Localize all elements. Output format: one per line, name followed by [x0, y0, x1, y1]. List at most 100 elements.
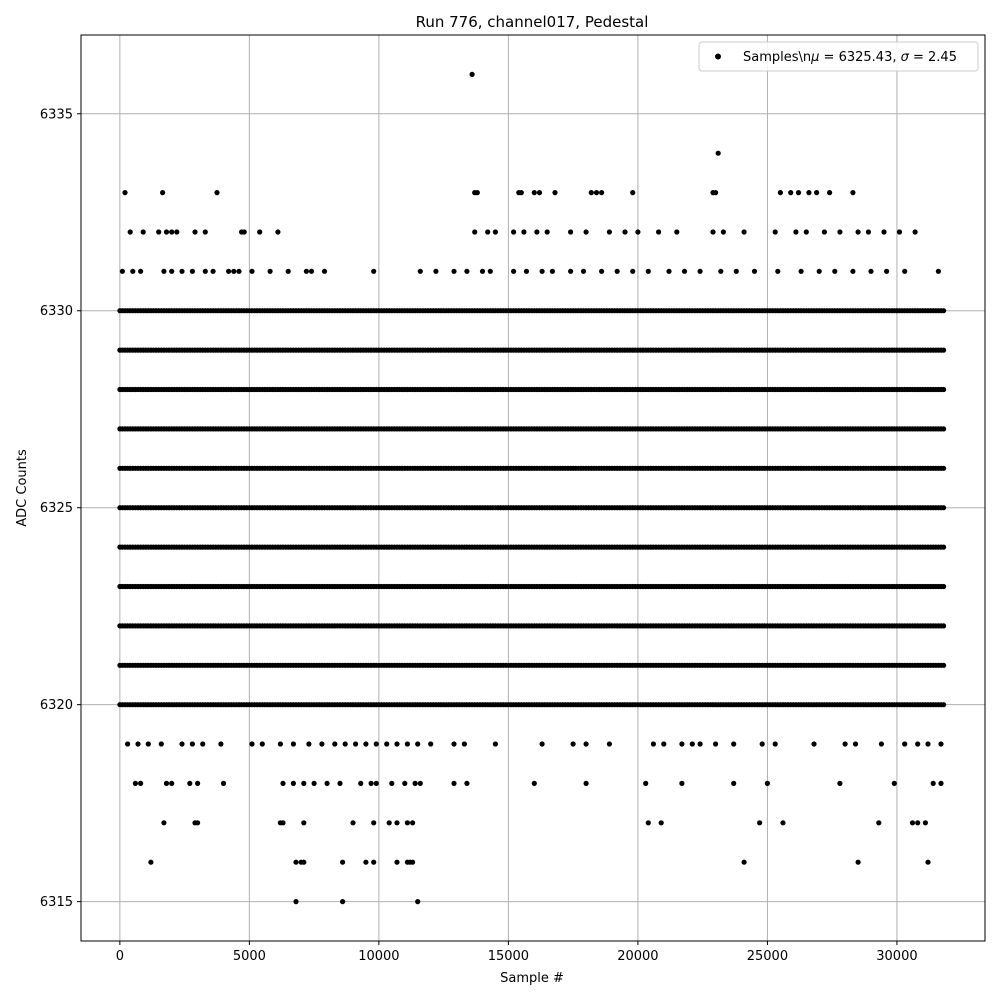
data-point	[912, 229, 918, 235]
data-point	[544, 229, 550, 235]
data-point	[780, 820, 786, 826]
data-point	[731, 780, 737, 787]
chart-title: Run 776, channel017, Pedestal	[416, 13, 649, 31]
data-point	[127, 229, 133, 235]
data-level-row	[117, 308, 947, 314]
data-point	[679, 780, 685, 787]
legend-marker	[715, 53, 721, 60]
data-point	[389, 780, 395, 787]
data-point	[568, 229, 574, 235]
data-point	[189, 741, 195, 747]
data-point	[342, 741, 348, 747]
data-point	[218, 741, 224, 747]
data-point	[896, 229, 903, 235]
data-point	[384, 741, 390, 747]
data-point	[138, 780, 144, 787]
data-point	[479, 268, 486, 274]
data-point	[451, 268, 457, 274]
data-point	[492, 741, 498, 747]
y-tick-label: 6325	[40, 501, 73, 516]
data-point	[718, 268, 724, 274]
y-axis-title: ADC Counts	[15, 449, 30, 527]
x-tick-label: 25000	[747, 949, 788, 964]
data-point	[772, 229, 778, 235]
data-point	[402, 780, 408, 787]
data-point	[125, 741, 131, 747]
data-point	[656, 229, 662, 235]
data-point	[259, 741, 265, 747]
data-point	[941, 662, 947, 668]
data-point	[319, 741, 325, 747]
data-point	[386, 820, 392, 826]
data-point	[941, 505, 947, 511]
data-point	[417, 268, 423, 274]
data-point	[915, 741, 921, 747]
data-point	[241, 229, 247, 235]
data-point	[138, 268, 144, 274]
data-point	[275, 229, 281, 235]
data-level-row	[117, 465, 947, 471]
data-point	[902, 268, 908, 274]
data-point	[303, 268, 309, 274]
data-point	[410, 820, 416, 826]
data-point	[865, 229, 872, 235]
data-point	[293, 859, 299, 865]
data-point	[249, 268, 255, 274]
data-point	[536, 190, 543, 196]
data-point	[645, 820, 651, 826]
data-point	[340, 859, 346, 865]
data-point	[353, 741, 359, 747]
data-point	[412, 780, 418, 787]
data-level-row	[117, 544, 947, 550]
data-point	[713, 190, 719, 196]
data-point	[941, 544, 947, 550]
data-point	[373, 741, 379, 747]
data-point	[132, 780, 138, 787]
data-point	[417, 780, 423, 787]
data-point	[169, 780, 175, 787]
data-point	[308, 268, 315, 274]
data-point	[510, 229, 517, 235]
data-point	[371, 859, 377, 865]
data-point	[798, 268, 804, 274]
data-point	[878, 741, 885, 747]
data-point	[630, 268, 636, 274]
data-point	[757, 820, 763, 826]
y-tick-label: 6315	[40, 895, 73, 910]
data-point	[658, 820, 664, 826]
data-point	[140, 229, 146, 235]
data-point	[876, 820, 882, 826]
x-tick-label: 30000	[876, 949, 917, 964]
data-point	[902, 741, 908, 747]
data-point	[837, 229, 843, 235]
data-point	[371, 268, 377, 274]
data-point	[531, 190, 537, 196]
x-tick-label: 0	[116, 949, 124, 964]
data-point	[451, 780, 457, 787]
data-point	[850, 190, 856, 196]
data-point	[179, 268, 185, 274]
data-point	[599, 190, 605, 196]
data-point	[161, 820, 167, 826]
data-point	[415, 741, 421, 747]
data-level-row	[117, 386, 947, 393]
data-point	[301, 780, 307, 787]
data-point	[174, 229, 180, 235]
data-point	[568, 268, 574, 274]
data-level-row	[117, 583, 947, 590]
data-point	[583, 780, 589, 787]
data-point	[741, 859, 747, 865]
data-point	[231, 268, 237, 274]
data-point	[679, 741, 685, 747]
data-point	[192, 229, 198, 235]
data-point	[321, 268, 328, 274]
plot-frame	[80, 34, 986, 942]
data-point	[394, 741, 400, 747]
data-point	[775, 268, 781, 274]
data-point	[941, 308, 947, 314]
data-point	[915, 820, 921, 826]
data-point	[852, 741, 859, 747]
data-point	[523, 268, 530, 274]
